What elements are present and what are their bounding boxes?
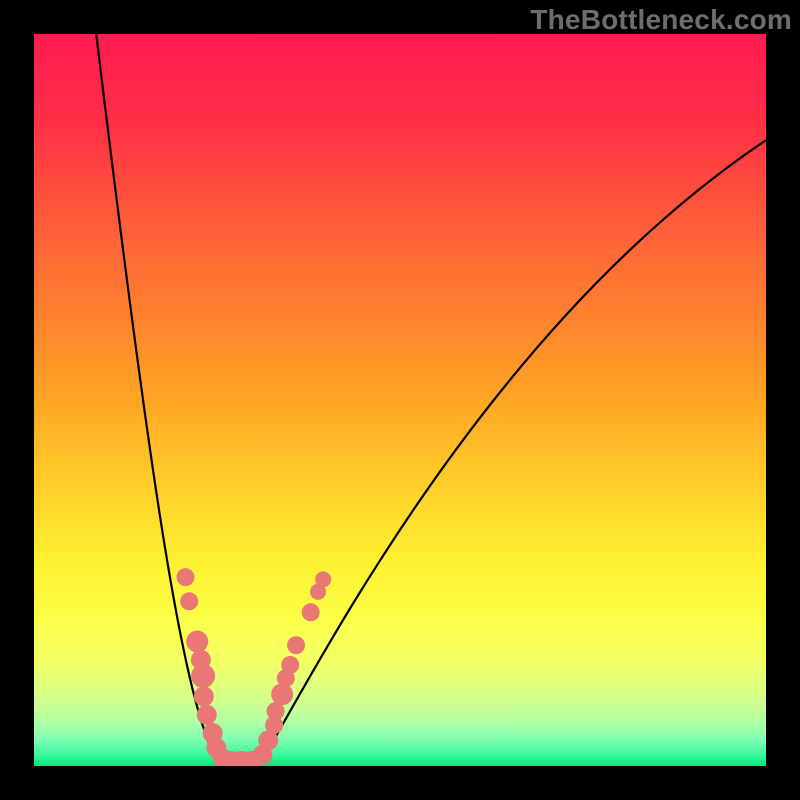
- data-dot: [177, 568, 195, 586]
- data-dot: [180, 592, 198, 610]
- data-dot: [197, 705, 217, 725]
- attribution-label: TheBottleneck.com: [530, 4, 792, 36]
- data-dots: [34, 34, 766, 766]
- data-dot: [191, 664, 215, 688]
- data-dot: [194, 686, 214, 706]
- data-dot: [287, 636, 305, 654]
- data-dot: [302, 603, 320, 621]
- plot-area: [34, 34, 766, 766]
- data-dot: [271, 683, 293, 705]
- data-dot: [315, 571, 331, 587]
- data-dot: [281, 656, 299, 674]
- data-dot: [186, 631, 208, 653]
- chart-stage: TheBottleneck.com: [0, 0, 800, 800]
